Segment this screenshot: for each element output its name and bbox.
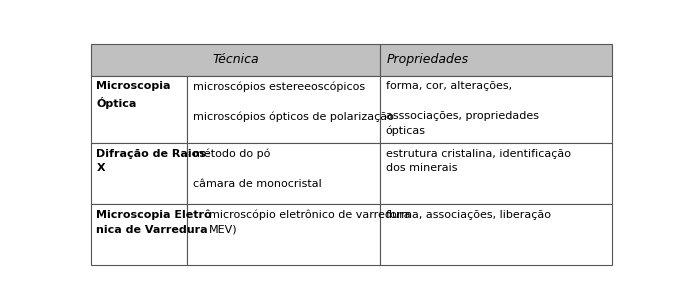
Bar — [187, 76, 380, 144]
Bar — [380, 44, 612, 76]
Text: método do pó

câmara de monocristal: método do pó câmara de monocristal — [193, 149, 322, 189]
Text: microscópios estereeoscópicos

microscópios ópticos de polarização: microscópios estereeoscópicos microscópi… — [193, 81, 394, 122]
Text: Microscopia Eletrô
nica de Varredura: Microscopia Eletrô nica de Varredura — [96, 210, 212, 235]
Text: forma, cor, alterações,

asssociações, propriedades
ópticas: forma, cor, alterações, asssociações, pr… — [386, 81, 539, 136]
Text: Microscopia
Óptica: Microscopia Óptica — [96, 81, 171, 109]
Text: Propriedades: Propriedades — [387, 53, 469, 66]
Bar — [91, 76, 187, 144]
Bar — [91, 204, 187, 265]
Bar — [91, 144, 187, 204]
Bar — [91, 44, 380, 76]
Bar — [187, 144, 380, 204]
Bar — [380, 76, 612, 144]
Text: Difração de Raios-
X: Difração de Raios- X — [96, 149, 211, 174]
Text: Técnica: Técnica — [213, 53, 259, 66]
Text: forma, associações, liberação: forma, associações, liberação — [386, 210, 551, 219]
Bar — [380, 144, 612, 204]
Text: estrutura cristalina, identificação
dos minerais: estrutura cristalina, identificação dos … — [386, 149, 571, 174]
Text: microscópio eletrônico de varredura
MEV): microscópio eletrônico de varredura MEV) — [209, 210, 410, 235]
Bar — [187, 204, 380, 265]
Bar — [380, 204, 612, 265]
